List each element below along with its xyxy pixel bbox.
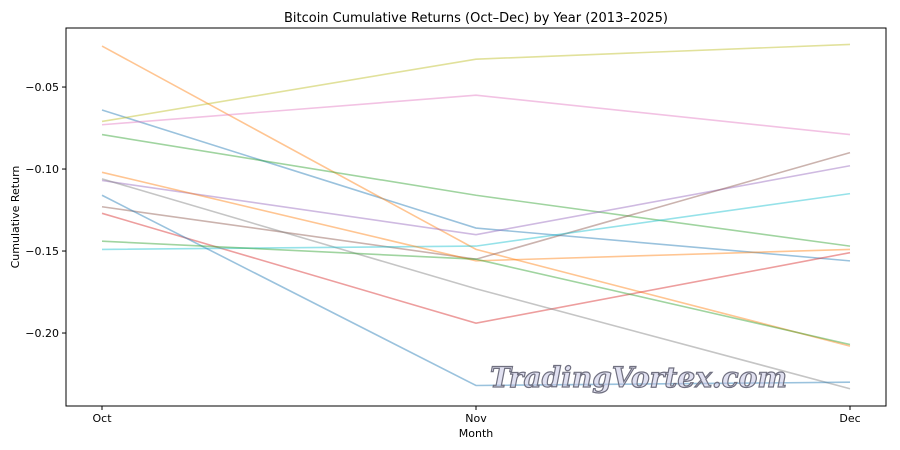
series-line-11 [101, 171, 851, 262]
y-tick-label: −0.05 [25, 81, 59, 94]
series-line-2 [101, 133, 851, 247]
series-line-8 [101, 43, 851, 123]
series-line-6 [101, 94, 851, 136]
series-lines [101, 43, 851, 390]
y-tick-label: −0.10 [25, 163, 59, 176]
series-line-7 [101, 178, 851, 390]
y-tick-label: −0.15 [25, 245, 59, 258]
chart-title: Bitcoin Cumulative Returns (Oct–Dec) by … [284, 11, 668, 26]
series-line-0 [101, 109, 851, 262]
x-axis: Oct Nov Dec [92, 406, 861, 425]
watermark-logo: TradingVortex.com [489, 361, 787, 394]
x-tick-label: Oct [92, 412, 112, 425]
series-line-4 [101, 164, 851, 236]
x-tick-label: Nov [465, 412, 487, 425]
series-line-1 [101, 45, 851, 347]
y-axis: −0.05 −0.10 −0.15 −0.20 [25, 81, 66, 340]
y-tick-label: −0.20 [25, 327, 59, 340]
series-line-10 [101, 194, 851, 387]
plot-frame [65, 27, 887, 407]
series-line-12 [101, 240, 851, 346]
x-tick-label: Dec [839, 412, 860, 425]
series-line-9 [101, 192, 851, 251]
y-axis-label: Cumulative Return [9, 166, 22, 269]
series-line-3 [101, 212, 851, 325]
x-axis-label: Month [459, 427, 494, 440]
series-line-5 [101, 151, 851, 261]
